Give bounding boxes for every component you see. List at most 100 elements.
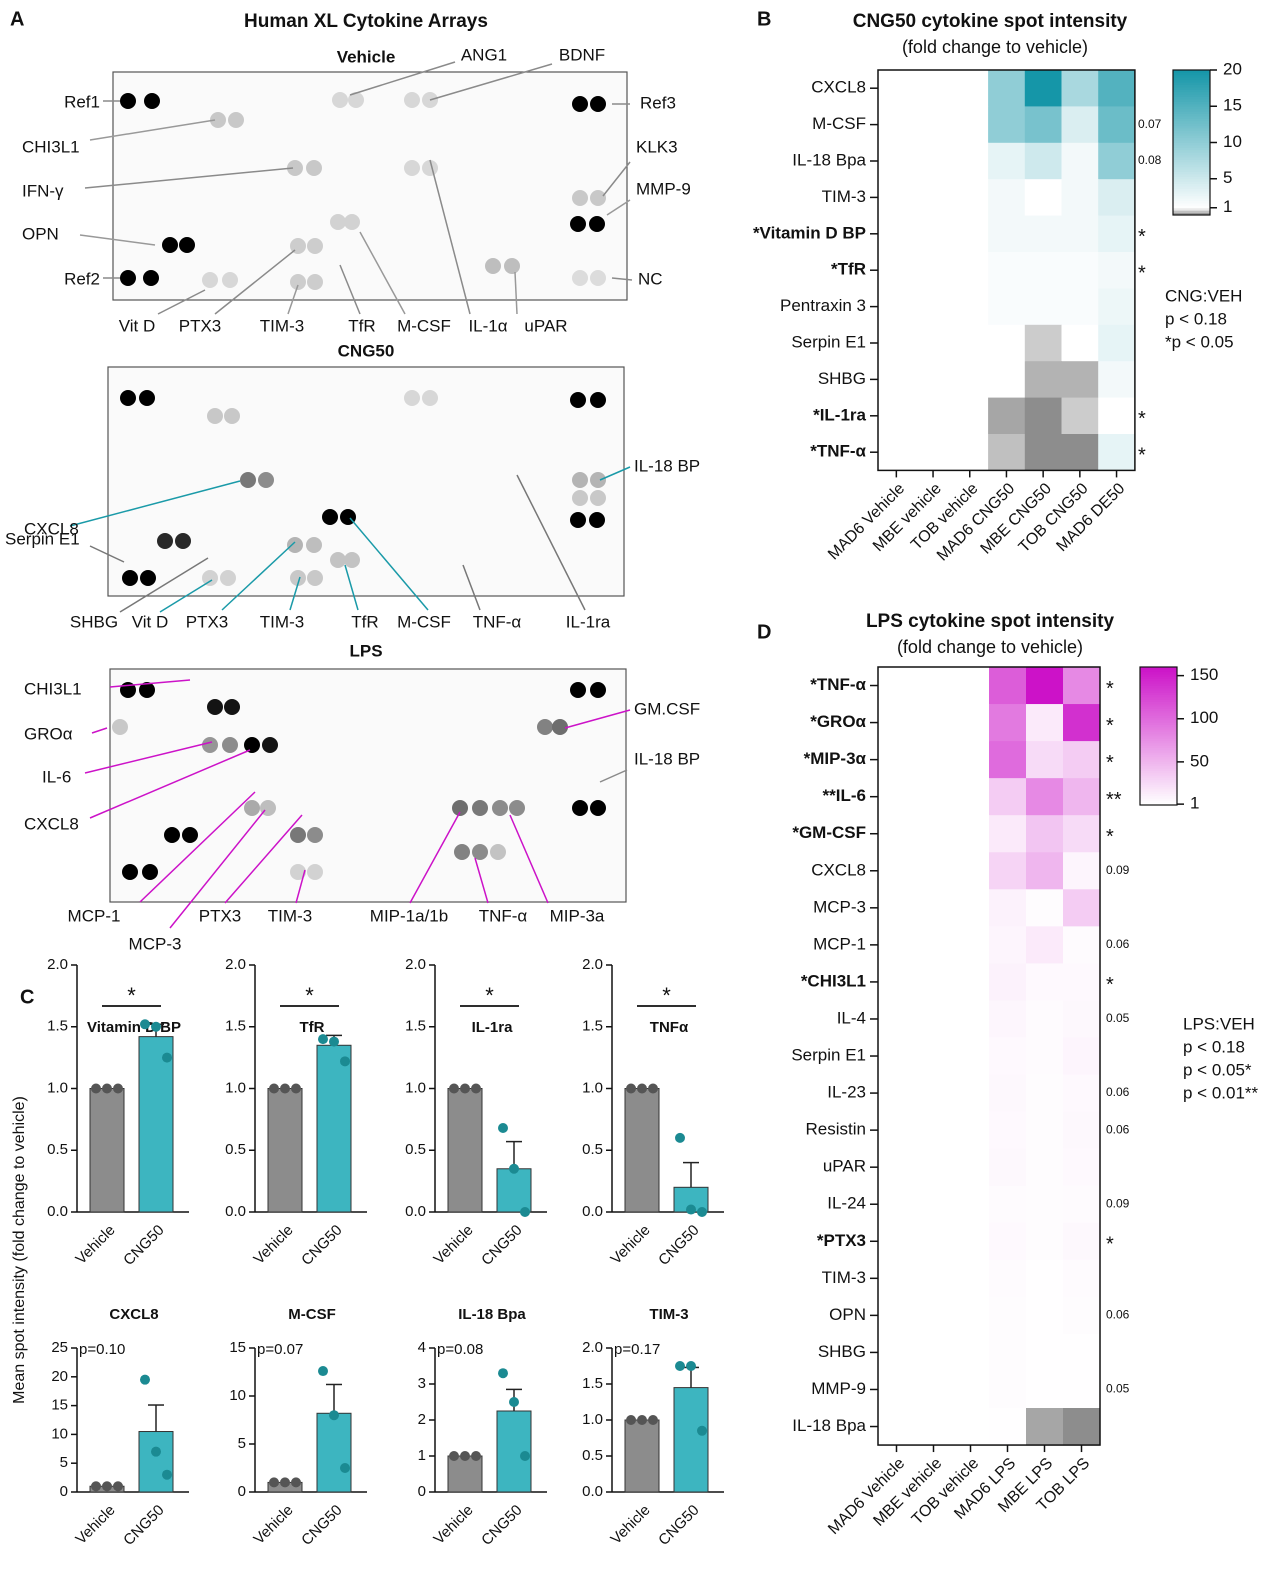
- spot-label: OPN: [22, 224, 59, 243]
- heatmap-cell: [1063, 926, 1101, 964]
- row-note: 0.05: [1106, 1011, 1130, 1025]
- spot: [330, 214, 346, 230]
- heatmap-cell: [1026, 1038, 1064, 1076]
- heatmap-cell: [1026, 1186, 1064, 1224]
- row-label: MMP-9: [811, 1379, 866, 1398]
- row-label: *IL-1ra: [813, 405, 866, 424]
- heatmap-cell: [1098, 143, 1135, 180]
- bar: [268, 1089, 302, 1213]
- y-tick-label: 20: [51, 1368, 68, 1385]
- row-note: *: [1106, 974, 1114, 996]
- spot: [590, 96, 606, 112]
- spot-label: CHI3L1: [22, 137, 80, 156]
- colorbar-label: 20: [1223, 59, 1242, 78]
- row-label: *MIP-3α: [804, 749, 867, 768]
- heatmap-cell: [1063, 1075, 1101, 1113]
- heatmap-cell: [915, 1149, 953, 1187]
- heatmap-cell: [1025, 398, 1062, 435]
- row-label: MCP-3: [813, 897, 866, 916]
- data-point: [113, 1481, 123, 1491]
- spot: [144, 93, 160, 109]
- heatmap-cell: [989, 852, 1027, 890]
- data-point: [151, 1022, 161, 1032]
- heatmap-cell: [988, 361, 1025, 398]
- x-tick-label: CNG50: [478, 1502, 525, 1549]
- heatmap-cell: [951, 179, 988, 216]
- heatmap-cell: [878, 815, 916, 853]
- data-point: [102, 1481, 112, 1491]
- heatmap-cell: [989, 1334, 1027, 1372]
- array-image: [110, 669, 626, 902]
- spot: [590, 472, 606, 488]
- row-label: IL-24: [827, 1194, 866, 1213]
- heatmap-cell: [1025, 288, 1062, 325]
- spot: [120, 390, 136, 406]
- chart-title: LPS cytokine spot intensity: [866, 611, 1115, 632]
- heatmap-cell: [878, 852, 916, 890]
- y-tick-label: 0.0: [225, 1203, 246, 1220]
- spot-label: ANG1: [461, 45, 507, 64]
- chart-subtitle: (fold change to vehicle): [902, 37, 1088, 57]
- bar: [448, 1089, 482, 1213]
- heatmap-cell: [988, 398, 1025, 435]
- heatmap-cell: [1098, 398, 1135, 435]
- heatmap-cell: [878, 252, 915, 289]
- heatmap-cell: [989, 704, 1027, 742]
- heatmap-cell: [1062, 361, 1099, 398]
- heatmap-cell: [952, 1038, 990, 1076]
- bar: [674, 1388, 708, 1492]
- spot-label: MIP-1a/1b: [370, 906, 448, 925]
- x-tick-label: CNG50: [478, 1222, 525, 1269]
- panel-letter: C: [20, 986, 34, 1008]
- bar: [90, 1089, 124, 1213]
- heatmap-cell: [915, 288, 952, 325]
- data-point: [471, 1451, 481, 1461]
- data-point: [280, 1084, 290, 1094]
- spot: [307, 827, 323, 843]
- spot: [509, 800, 525, 816]
- heatmap-cell: [1098, 325, 1135, 362]
- heatmap-cell: [1026, 815, 1064, 853]
- spot: [472, 800, 488, 816]
- data-point: [269, 1084, 279, 1094]
- panel-letter: D: [757, 621, 771, 643]
- heatmap-cell: [988, 434, 1025, 471]
- bar: [139, 1037, 173, 1212]
- chart-title: IL-18 Bpa: [458, 1306, 526, 1323]
- heatmap-cell: [1026, 1334, 1064, 1372]
- heatmap-cell: [915, 926, 953, 964]
- spot: [139, 390, 155, 406]
- spot: [454, 844, 470, 860]
- spot: [182, 827, 198, 843]
- row-note: 0.08: [1138, 153, 1162, 167]
- y-tick-label: 0: [418, 1483, 426, 1500]
- spot-label: IL-18 BP: [634, 456, 700, 475]
- row-label: IL-18 Bpa: [792, 150, 866, 169]
- heatmap-cell: [1063, 1186, 1101, 1224]
- heatmap-cell: [952, 1260, 990, 1298]
- row-note: 0.09: [1106, 1196, 1130, 1210]
- x-tick-label: Vehicle: [72, 1502, 118, 1548]
- spot: [332, 92, 348, 108]
- spot: [570, 216, 586, 232]
- spot: [287, 537, 303, 553]
- heatmap-cell: [915, 1297, 953, 1335]
- y-tick-label: 1.5: [405, 1018, 426, 1035]
- heatmap-cell: [878, 667, 916, 705]
- row-label: TIM-3: [822, 187, 866, 206]
- spot: [202, 737, 218, 753]
- heatmap-cell: [952, 1408, 990, 1446]
- y-tick-label: 2.0: [582, 956, 603, 973]
- heatmap-cell: [1026, 889, 1064, 927]
- spot-label: Ref2: [64, 269, 100, 288]
- spot: [590, 270, 606, 286]
- heatmap-cell: [1063, 852, 1101, 890]
- error-bar: [683, 1163, 699, 1188]
- heatmap-cell: [1025, 70, 1062, 107]
- heatmap-cell: [1025, 106, 1062, 143]
- heatmap-cell: [878, 1297, 916, 1335]
- heatmap-cell: [952, 778, 990, 816]
- heatmap-cell: [951, 106, 988, 143]
- spot: [344, 552, 360, 568]
- data-point: [637, 1084, 647, 1094]
